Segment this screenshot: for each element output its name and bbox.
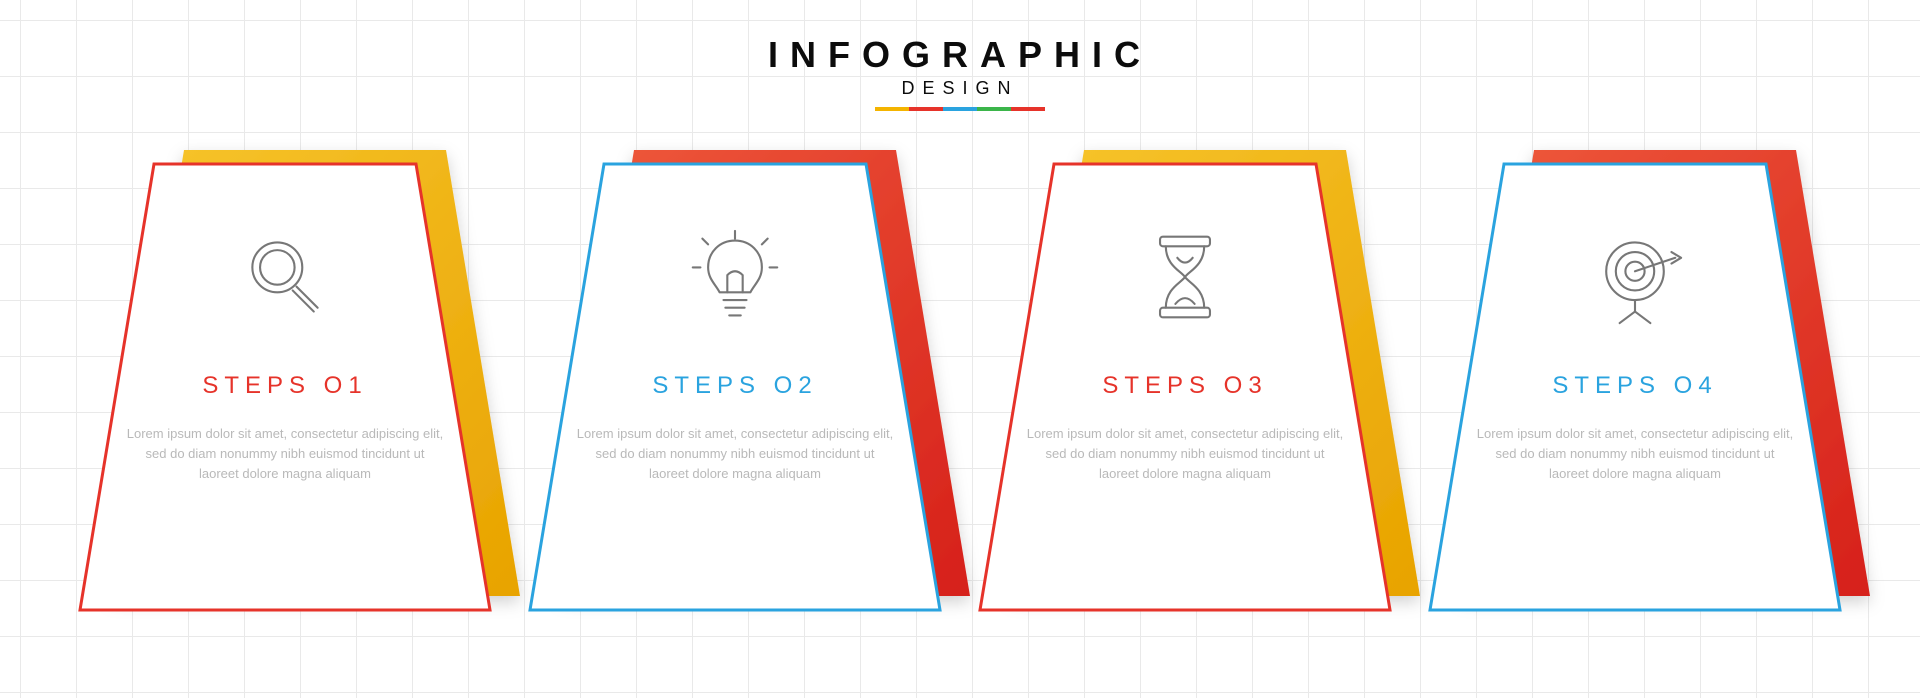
- step-body-text: Lorem ipsum dolor sit amet, consectetur …: [575, 424, 895, 484]
- step-body-text: Lorem ipsum dolor sit amet, consectetur …: [125, 424, 445, 484]
- step-content: STEPS O4 Lorem ipsum dolor sit amet, con…: [1430, 164, 1840, 610]
- title-underline: [875, 107, 1045, 111]
- step-card: STEPS O1 Lorem ipsum dolor sit amet, con…: [80, 164, 490, 610]
- step-card: STEPS O2 Lorem ipsum dolor sit amet, con…: [530, 164, 940, 610]
- step-body-text: Lorem ipsum dolor sit amet, consectetur …: [1025, 424, 1345, 484]
- infographic-stage: INFOGRAPHIC DESIGN STEPS O1 Lorem ips: [0, 0, 1920, 698]
- lightbulb-icon: [687, 212, 783, 342]
- steps-row: STEPS O1 Lorem ipsum dolor sit amet, con…: [0, 164, 1920, 610]
- step-label: STEPS O3: [1102, 372, 1267, 400]
- step-content: STEPS O3 Lorem ipsum dolor sit amet, con…: [980, 164, 1390, 610]
- step-label: STEPS O4: [1552, 372, 1717, 400]
- header: INFOGRAPHIC DESIGN: [768, 34, 1152, 111]
- page-title: INFOGRAPHIC: [768, 34, 1152, 76]
- page-subtitle: DESIGN: [768, 78, 1152, 99]
- step-body-text: Lorem ipsum dolor sit amet, consectetur …: [1475, 424, 1795, 484]
- step-card: STEPS O3 Lorem ipsum dolor sit amet, con…: [980, 164, 1390, 610]
- step-card: STEPS O4 Lorem ipsum dolor sit amet, con…: [1430, 164, 1840, 610]
- step-content: STEPS O2 Lorem ipsum dolor sit amet, con…: [530, 164, 940, 610]
- magnifier-icon: [237, 212, 333, 342]
- hourglass-icon: [1137, 212, 1233, 342]
- step-label: STEPS O2: [652, 372, 817, 400]
- step-content: STEPS O1 Lorem ipsum dolor sit amet, con…: [80, 164, 490, 610]
- target-icon: [1587, 212, 1683, 342]
- step-label: STEPS O1: [202, 372, 367, 400]
